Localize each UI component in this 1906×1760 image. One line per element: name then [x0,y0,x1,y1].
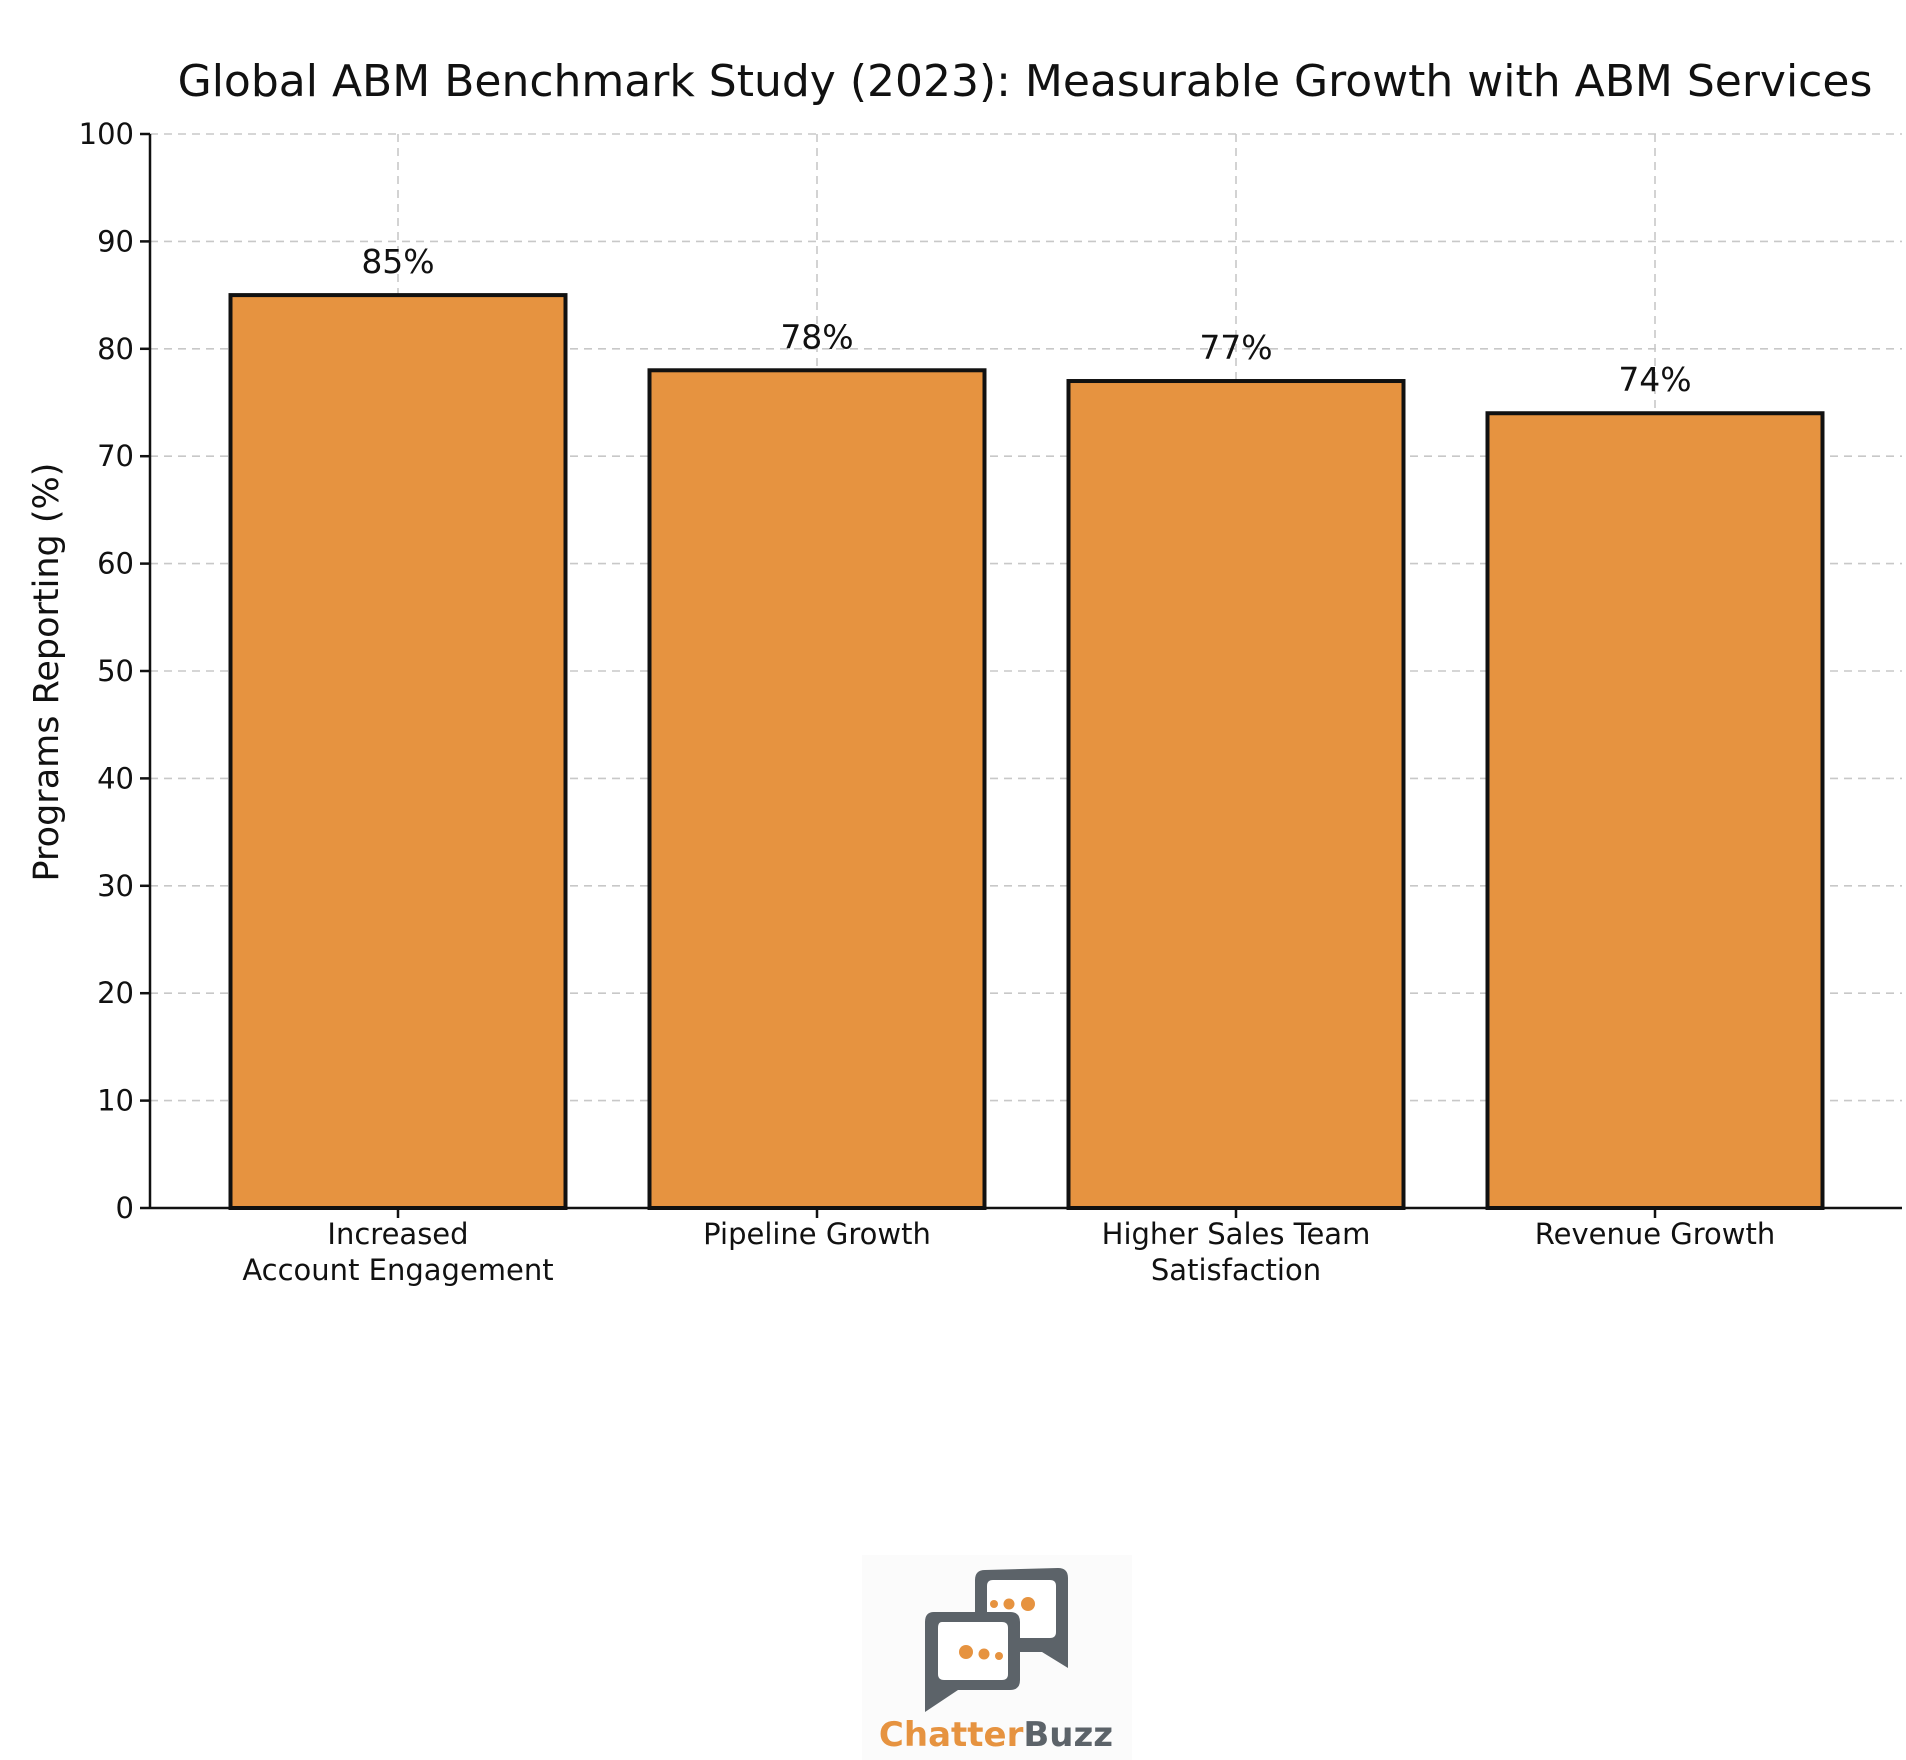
logo-dot [995,1652,1003,1660]
y-tick-label: 60 [97,547,134,581]
x-tick-label: Revenue Growth [1535,1217,1775,1251]
y-axis-label: Programs Reporting (%) [27,463,67,882]
y-tick-label: 0 [116,1191,134,1225]
x-tick-label: Account Engagement [242,1253,553,1287]
logo-dot [1003,1598,1015,1610]
logo-dot [959,1645,973,1659]
chatterbuzz-logo: ChatterBuzz [862,1555,1132,1760]
y-tick-label: 80 [97,332,134,366]
bar [1066,379,1406,1210]
bar-value-label: 74% [1618,360,1691,399]
logo-word-chatter: Chatter [879,1715,1024,1755]
logo-wordmark: ChatterBuzz [879,1715,1113,1755]
bar-value-label: 85% [361,242,434,281]
logo-speech-bubble-front-inner [938,1622,1008,1680]
bar [647,368,987,1210]
x-tick-label: Satisfaction [1151,1253,1321,1287]
x-tick-label: Higher Sales Team [1102,1217,1371,1251]
y-tick-label: 10 [97,1084,134,1118]
logo-dot [990,1600,998,1608]
y-tick-label: 50 [97,654,134,688]
bar-value-label: 77% [1199,328,1272,367]
logo-word-buzz: Buzz [1023,1715,1113,1755]
bar [1485,411,1825,1210]
x-tick-label: Pipeline Growth [703,1217,931,1251]
y-tick-label: 90 [97,224,134,258]
y-tick-label: 20 [97,976,134,1010]
y-tick-label: 30 [97,869,134,903]
chart-title: Global ABM Benchmark Study (2023): Measu… [178,56,1873,107]
labels: 0 10 20 30 40 50 60 70 80 90 100 85% IncreasedAccoun… [79,117,1776,1287]
logo-dot [1021,1597,1035,1611]
y-tick-label: 100 [79,117,134,151]
x-tick-label: Increased [327,1217,468,1251]
axes [140,132,1902,1218]
logo-dot [978,1648,990,1660]
bar-value-label: 78% [780,317,853,356]
bars [228,293,1825,1211]
bar [228,293,568,1211]
y-tick-label: 70 [97,439,134,473]
y-tick-label: 40 [97,761,134,795]
